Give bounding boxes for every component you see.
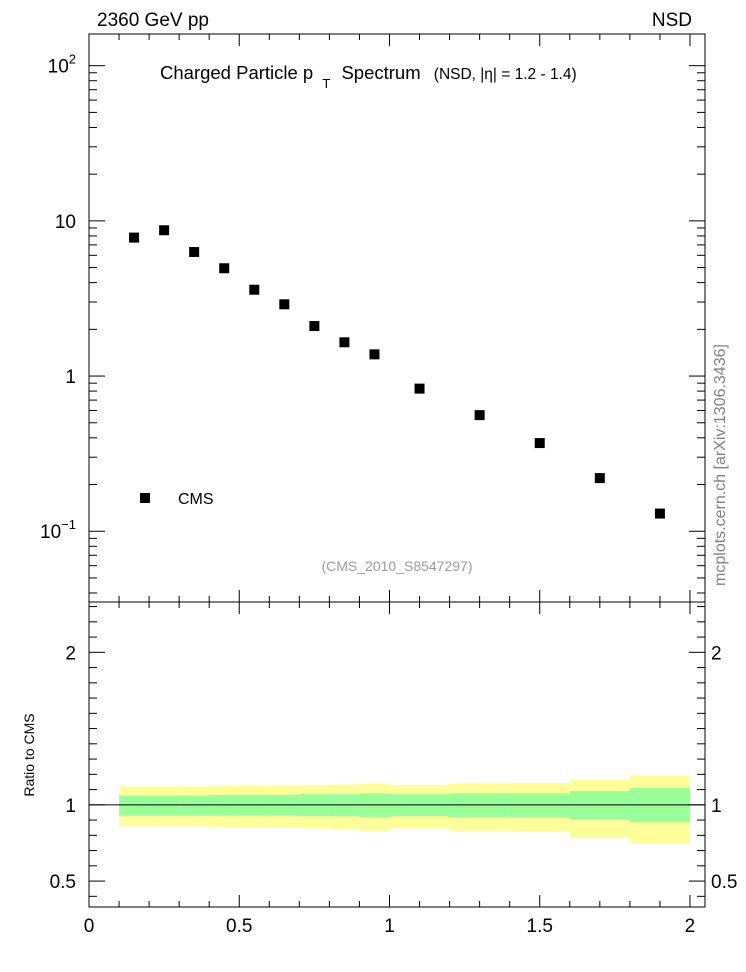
- chart-title-subscript: T: [322, 76, 330, 91]
- legend-marker-cms: [140, 493, 150, 503]
- data-point: [414, 383, 425, 394]
- chart-title-note: (NSD, |η| = 1.2 - 1.4): [434, 66, 577, 83]
- data-point: [594, 473, 605, 484]
- y-tick-label: 10−1: [40, 517, 76, 543]
- mcplots-credit: mcplots.cern.ch [arXiv:1306.3436]: [712, 344, 729, 586]
- data-point: [279, 299, 290, 310]
- x-tick-label: 0: [84, 916, 95, 937]
- inner-band: [179, 795, 210, 816]
- y-tick-label-base: 10: [40, 522, 61, 543]
- data-point: [249, 284, 260, 295]
- data-point: [474, 410, 485, 421]
- y-tick-label: 10: [55, 212, 76, 233]
- legend: CMS: [140, 491, 214, 508]
- energy-label: 2360 GeV pp: [97, 10, 209, 31]
- ratio-y-tick-label: 1: [65, 796, 76, 817]
- ratio-bands: [119, 775, 690, 844]
- data-point: [369, 349, 380, 360]
- ratio-tick-labels: 0.5 0.5 1 1 2 2 0 0.5 1 1.5 2: [50, 643, 738, 937]
- ratio-y-tick-label-right: 1: [711, 796, 722, 817]
- y-tick-label-base: 10: [48, 57, 69, 78]
- main-frame: [88, 33, 706, 603]
- ratio-panel: 0.5 0.5 1 1 2 2 0 0.5 1 1.5 2 Ratio to CMS: [21, 601, 738, 937]
- event-class-label: NSD: [652, 10, 692, 31]
- data-point: [219, 263, 230, 274]
- data-point: [534, 438, 545, 449]
- main-grid-ticks: [88, 34, 705, 602]
- data-point: [159, 225, 170, 236]
- ratio-ticks: [88, 602, 705, 907]
- x-tick-label: 1.5: [527, 916, 553, 937]
- ratio-frame: [88, 601, 706, 908]
- x-tick-label: 2: [685, 916, 696, 937]
- x-tick-label: 0.5: [226, 916, 252, 937]
- ratio-y-tick-label: 0.5: [50, 872, 76, 893]
- data-point: [129, 232, 140, 243]
- chart-title: Charged Particle p T Spectrum (NSD, |η| …: [160, 62, 577, 92]
- x-tick-label: 1: [384, 916, 395, 937]
- data-point: [654, 508, 665, 519]
- data-point: [339, 337, 350, 348]
- legend-label-cms: CMS: [178, 491, 214, 508]
- chart-title-main: Charged Particle p: [160, 62, 313, 83]
- y-tick-label: 1: [65, 367, 76, 388]
- ratio-axis-label: Ratio to CMS: [21, 713, 37, 796]
- cms-data-points: [129, 225, 665, 519]
- data-point: [309, 321, 320, 332]
- inner-band: [149, 795, 180, 816]
- y-tick-label: 102: [48, 52, 76, 78]
- ratio-y-tick-label-right: 2: [711, 643, 722, 664]
- y-tick-label-exponent: −1: [61, 517, 76, 532]
- data-point: [189, 247, 200, 258]
- ratio-y-tick-label: 2: [65, 643, 76, 664]
- inner-band: [119, 795, 150, 816]
- analysis-watermark: (CMS_2010_S8547297): [322, 558, 473, 574]
- chart-title-rest: Spectrum: [341, 62, 420, 83]
- y-tick-label-exponent: 2: [69, 52, 76, 67]
- ratio-y-tick-label-right: 0.5: [711, 872, 737, 893]
